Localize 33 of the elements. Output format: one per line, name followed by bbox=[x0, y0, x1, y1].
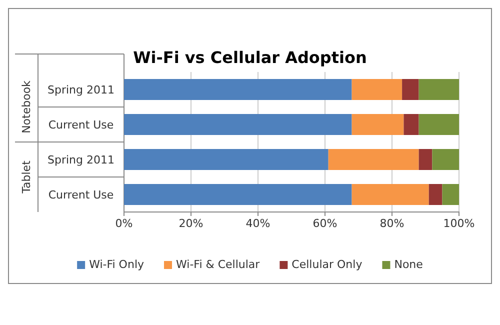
bar bbox=[124, 114, 352, 135]
bar bbox=[418, 114, 459, 135]
x-tick-label: 0% bbox=[115, 216, 133, 230]
legend-label: Wi-Fi Only bbox=[89, 258, 144, 271]
x-tick-label: 40% bbox=[246, 216, 270, 230]
bar bbox=[418, 79, 459, 100]
y-tick-label: Current Use bbox=[48, 188, 114, 202]
y-tick-label: Current Use bbox=[48, 118, 114, 132]
bar bbox=[124, 149, 328, 170]
bar bbox=[328, 149, 419, 170]
text: Notebook bbox=[20, 80, 33, 134]
x-tick-label: 20% bbox=[178, 216, 204, 230]
text: Tablet bbox=[20, 160, 33, 194]
bar bbox=[402, 79, 419, 100]
bar bbox=[418, 149, 432, 170]
legend-label: None bbox=[394, 258, 424, 271]
bar bbox=[352, 79, 402, 100]
y-tick-label: Spring 2011 bbox=[48, 154, 114, 166]
bar bbox=[352, 184, 429, 205]
x-tick-label: 100% bbox=[443, 216, 475, 230]
bar bbox=[442, 184, 459, 205]
legend-label: Cellular Only bbox=[292, 258, 363, 271]
bar bbox=[352, 114, 404, 135]
x-tick-label: 60% bbox=[312, 216, 338, 230]
bar bbox=[404, 114, 419, 135]
y-tick-label: Spring 2011 bbox=[48, 84, 114, 96]
legend-label: Wi-Fi & Cellular bbox=[176, 258, 260, 271]
bar bbox=[432, 149, 459, 170]
bar bbox=[428, 184, 442, 205]
chart-title: Wi-Fi vs Cellular Adoption bbox=[133, 48, 367, 67]
bar bbox=[124, 184, 352, 205]
bar bbox=[124, 79, 352, 100]
x-tick-label: 80% bbox=[380, 216, 404, 230]
